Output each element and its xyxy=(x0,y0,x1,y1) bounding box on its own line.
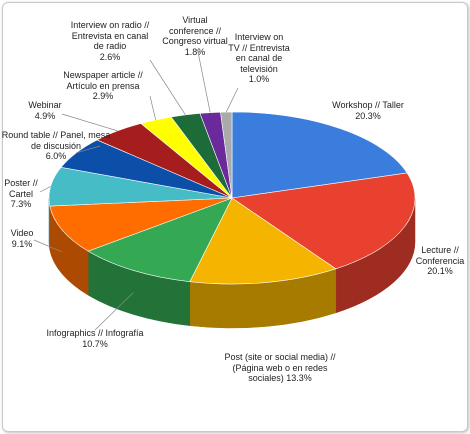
value-label: 2.9% xyxy=(92,91,114,101)
data-label: Interview on radio // Entrevista en cana… xyxy=(66,20,154,62)
leader-line xyxy=(149,59,186,116)
value-label: 20.3% xyxy=(355,110,381,121)
value-label: 20.1% xyxy=(427,266,453,276)
pie-slice xyxy=(231,172,416,270)
category-label: Interview on TV // Entrevista en canal d… xyxy=(228,32,290,74)
leader-line xyxy=(225,87,239,113)
value-label: 13.3% xyxy=(286,373,312,383)
category-label: Poster // Cartel xyxy=(4,178,38,199)
data-label: Poster // Cartel 7.3% xyxy=(0,178,42,210)
value-label: 10.7% xyxy=(82,338,108,349)
category-label: Video xyxy=(10,228,34,238)
pie-slice xyxy=(220,111,233,199)
category-label: Interview on radio // Entrevista en cana… xyxy=(70,20,150,51)
data-label: Lecture // Conferencia 20.1% xyxy=(411,245,469,277)
pie-slice xyxy=(231,111,408,199)
leader-line xyxy=(94,292,134,331)
value-label: 2.6% xyxy=(99,51,121,62)
data-label: Interview on TV // Entrevista en canal d… xyxy=(228,32,290,85)
leader-line xyxy=(76,145,101,154)
category-label: Lecture // Conferencia xyxy=(415,245,465,266)
pie-tops xyxy=(48,111,416,285)
pie-slice xyxy=(87,197,233,283)
category-label: Workshop // Taller xyxy=(332,100,404,110)
value-label: 7.3% xyxy=(10,199,32,209)
category-label: Post (site or social media) // (Página w… xyxy=(224,352,336,383)
leader-line xyxy=(61,113,118,132)
pie-slice xyxy=(189,197,337,285)
value-label: 1.8% xyxy=(184,46,206,57)
category-label: Virtual conference // Congreso virtual xyxy=(162,15,228,46)
data-label: Webinar 4.9% xyxy=(18,100,72,121)
value-label: 1.0% xyxy=(248,74,270,84)
leader-line xyxy=(197,51,211,113)
data-label: Virtual conference // Congreso virtual 1.… xyxy=(160,15,230,57)
category-label: Newspaper article // Artículo en prensa xyxy=(63,70,143,91)
category-label: Infographics // Infografía xyxy=(46,328,144,338)
data-label: Round table // Panel, mesa de discusión 6… xyxy=(0,130,112,162)
value-label: 9.1% xyxy=(11,238,33,249)
category-label: Webinar xyxy=(28,100,62,110)
data-label: Newspaper article // Artículo en prensa 2… xyxy=(50,70,156,102)
data-label: Post (site or social media) // (Página w… xyxy=(218,352,342,384)
leader-line xyxy=(149,95,156,120)
pie-slice xyxy=(49,197,233,252)
data-label: Video 9.1% xyxy=(5,228,39,249)
data-label: Infographics // Infografía 10.7% xyxy=(45,328,145,349)
leader-line xyxy=(39,186,51,193)
leader-line xyxy=(33,239,63,253)
category-label: Round table // Panel, mesa de discusión xyxy=(1,130,111,151)
value-label: 6.0% xyxy=(45,151,67,161)
data-label: Workshop // Taller 20.3% xyxy=(328,100,408,121)
value-label: 4.9% xyxy=(34,110,56,121)
